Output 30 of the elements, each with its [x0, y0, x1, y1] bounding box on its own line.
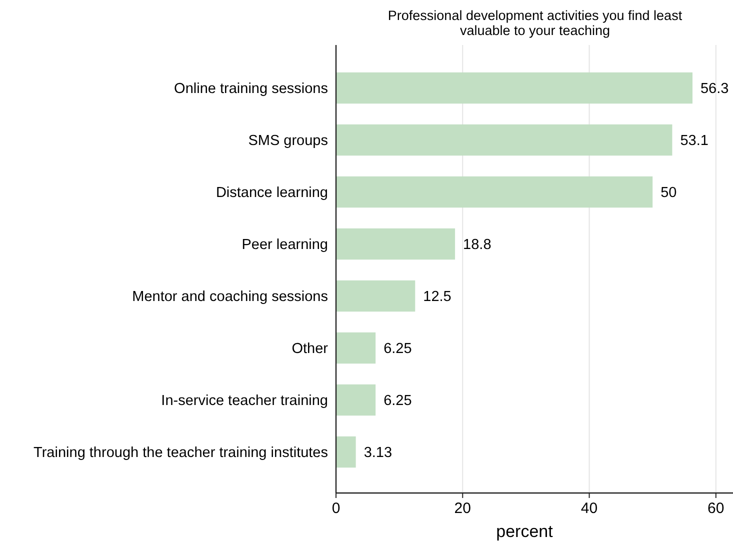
data-label: 53.1 — [680, 133, 708, 150]
bar — [336, 436, 356, 468]
chart-title: Professional development activities you find least valuable to your teaching — [388, 8, 682, 38]
y-tick-label: SMS groups — [248, 133, 328, 150]
bar — [336, 280, 416, 312]
x-axis-title: percent — [496, 522, 554, 541]
data-label: 56.3 — [700, 81, 729, 98]
bar — [336, 332, 376, 364]
data-label: 50 — [660, 185, 677, 202]
data-label: 6.25 — [384, 341, 412, 358]
bar — [336, 384, 376, 416]
y-tick-label: In-service teacher training — [161, 393, 328, 410]
x-tick-label: 40 — [580, 500, 598, 517]
y-tick-label: Other — [292, 341, 328, 358]
x-tick-label: 60 — [708, 500, 724, 517]
bar — [336, 228, 456, 260]
y-tick-label: Training through the teacher training institutes — [34, 445, 328, 462]
bar — [336, 124, 672, 156]
bar — [336, 72, 692, 104]
x-tick-label: 20 — [454, 500, 471, 517]
y-tick-label: Distance learning — [216, 185, 328, 202]
data-label: 3.13 — [364, 445, 392, 462]
y-tick-label: Mentor and coaching sessions — [132, 289, 328, 306]
data-label: 6.25 — [384, 393, 412, 410]
x-tick-label: 0 — [332, 500, 340, 517]
data-label: 18.8 — [463, 237, 492, 254]
y-tick-label: Online training sessions — [174, 81, 328, 98]
bar — [336, 176, 653, 208]
y-tick-label: Peer learning — [242, 237, 328, 254]
data-label: 12.5 — [423, 289, 452, 306]
